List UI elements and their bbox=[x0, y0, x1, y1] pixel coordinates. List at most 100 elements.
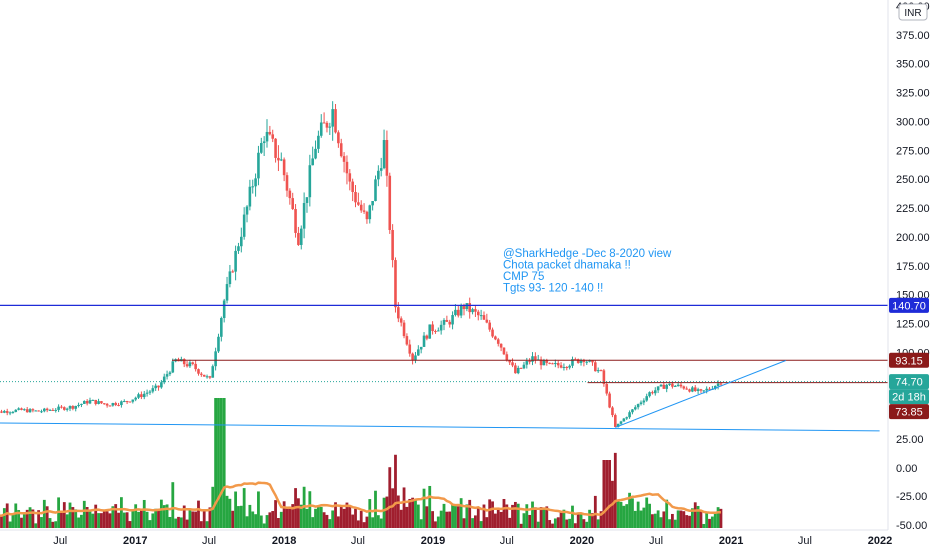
volume-bar bbox=[97, 513, 100, 528]
volume-bar bbox=[71, 507, 75, 528]
volume-bar bbox=[274, 500, 277, 528]
volume-bar bbox=[277, 518, 280, 528]
volume-bar bbox=[396, 495, 400, 528]
candle-body bbox=[679, 384, 683, 387]
price-tick-label: 225.00 bbox=[896, 203, 930, 215]
target-price-tag bbox=[889, 352, 929, 368]
candle-body bbox=[28, 409, 32, 413]
volume-bar bbox=[636, 501, 640, 528]
volume-bar bbox=[159, 499, 163, 528]
candle-body bbox=[157, 385, 160, 388]
volume-bar bbox=[222, 398, 226, 528]
volume-bar bbox=[188, 510, 192, 528]
volume-bar bbox=[285, 507, 289, 528]
candle-body bbox=[708, 388, 711, 390]
volume-bar bbox=[80, 514, 83, 528]
volume-bar bbox=[671, 513, 674, 528]
volume-bar bbox=[431, 511, 434, 528]
candle-body bbox=[439, 324, 443, 331]
candle-body bbox=[354, 192, 357, 203]
time-tick-label: 2019 bbox=[421, 535, 445, 547]
volume-bar bbox=[531, 501, 534, 528]
currency-badge[interactable]: INR bbox=[898, 3, 928, 21]
volume-bar bbox=[399, 509, 403, 528]
candle-body bbox=[474, 309, 477, 312]
volume-bar bbox=[539, 507, 543, 528]
candle-body bbox=[108, 405, 112, 407]
candle-body bbox=[554, 363, 557, 365]
candle-body bbox=[408, 344, 412, 354]
candle-body bbox=[125, 401, 129, 403]
candle-body bbox=[40, 411, 43, 413]
candle-body bbox=[142, 393, 146, 398]
candle-body bbox=[282, 159, 286, 176]
time-axis[interactable]: Jul 2017 Jul 2018 Jul 2019 Jul 2020 Jul 2021 Jul 20… bbox=[53, 535, 892, 547]
candle-body bbox=[182, 359, 186, 365]
candle-body bbox=[148, 391, 152, 393]
volume-bar bbox=[619, 501, 623, 528]
volume-bar bbox=[408, 498, 412, 528]
annotation-line[interactable]: @SharkHedge -Dec 8-2020 view bbox=[503, 248, 672, 260]
candle-body bbox=[397, 307, 400, 319]
volume-bar bbox=[254, 514, 257, 528]
rising-support-trendline[interactable] bbox=[615, 360, 786, 428]
volume-bar bbox=[425, 506, 429, 528]
candle-body bbox=[551, 363, 554, 365]
volume-bar bbox=[145, 511, 149, 528]
volume-bar bbox=[685, 515, 689, 528]
candle-body bbox=[0, 411, 3, 413]
candle-body bbox=[699, 389, 703, 391]
candle-body bbox=[299, 228, 303, 245]
candle-body bbox=[691, 387, 694, 392]
candle-body bbox=[288, 190, 292, 199]
volume-bar bbox=[576, 513, 580, 528]
volume-bar bbox=[633, 510, 637, 528]
time-tick-label: Jul bbox=[649, 535, 663, 547]
long-base-trendline[interactable] bbox=[0, 422, 880, 432]
candle-body bbox=[334, 109, 337, 133]
volume-bar bbox=[479, 521, 483, 528]
candle-body bbox=[57, 406, 60, 410]
volume-bar bbox=[157, 508, 160, 528]
candle-body bbox=[673, 385, 677, 387]
candle-body bbox=[254, 178, 257, 187]
volume-bar bbox=[148, 520, 152, 528]
volume-bar bbox=[336, 516, 340, 528]
volume-bar bbox=[0, 516, 3, 528]
candle-body bbox=[259, 143, 263, 153]
volume-bar bbox=[688, 515, 691, 528]
candle-body bbox=[348, 173, 352, 182]
volume-bar bbox=[385, 496, 389, 528]
volume-bar bbox=[162, 505, 166, 528]
candle-body bbox=[305, 197, 309, 204]
price-tick-label: 25.00 bbox=[896, 434, 924, 446]
volume-bar bbox=[665, 499, 669, 528]
candle-body bbox=[508, 360, 511, 363]
volume-bar bbox=[5, 503, 9, 528]
candle-body bbox=[425, 335, 429, 339]
candle-body bbox=[511, 362, 514, 366]
annotation-line[interactable]: Chota packet dhamaka !! bbox=[503, 260, 631, 272]
annotation-line[interactable]: Tgts 93- 120 -140 !! bbox=[503, 283, 603, 295]
candle-body bbox=[391, 229, 394, 261]
candle-body bbox=[71, 406, 75, 409]
annotation-line[interactable]: CMP 75 bbox=[503, 271, 544, 283]
candle-body bbox=[94, 399, 98, 404]
candle-body bbox=[45, 408, 49, 411]
candle-body bbox=[399, 318, 403, 323]
candle-body bbox=[491, 329, 494, 337]
volume-bar bbox=[288, 506, 292, 528]
candle-body bbox=[534, 356, 537, 361]
candle-body bbox=[191, 362, 195, 364]
volume-bar bbox=[599, 511, 603, 528]
volume-bar bbox=[505, 504, 509, 528]
candle-body bbox=[522, 364, 526, 369]
time-tick-label: Jul bbox=[202, 535, 216, 547]
volume-bar bbox=[705, 512, 709, 528]
volume-bar bbox=[382, 497, 386, 528]
volume-bar bbox=[251, 511, 255, 528]
candle-body bbox=[357, 202, 360, 205]
volume-ma-line bbox=[0, 481, 721, 517]
candle-body bbox=[80, 403, 83, 405]
